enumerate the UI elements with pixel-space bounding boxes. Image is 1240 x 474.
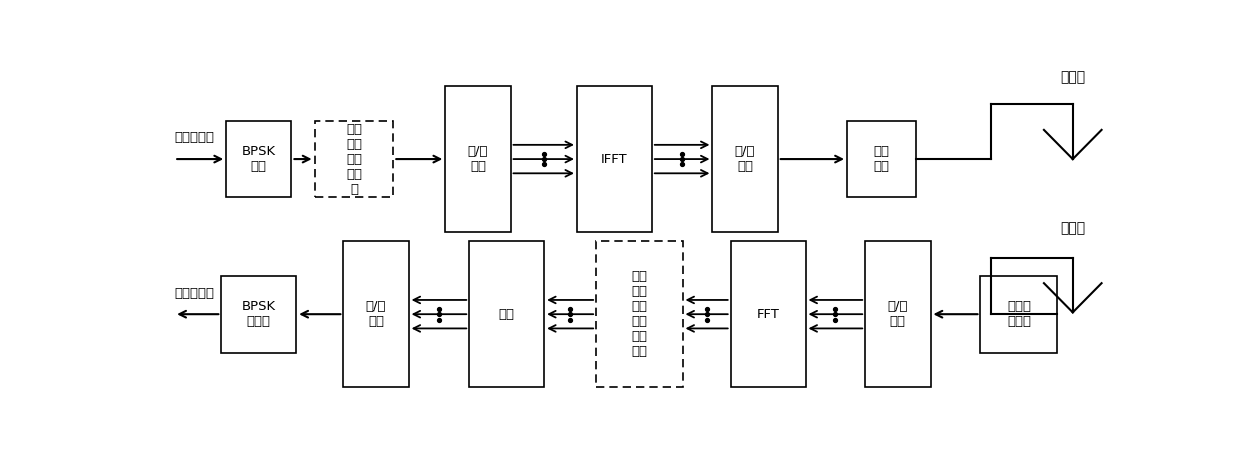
Text: 发射机: 发射机	[1060, 70, 1085, 84]
Text: 输入数据流: 输入数据流	[174, 131, 215, 145]
Text: 并/串
转换: 并/串 转换	[366, 300, 387, 328]
Bar	[315, 121, 393, 197]
Bar	[730, 241, 806, 387]
Text: IFFT: IFFT	[601, 153, 627, 165]
Bar	[847, 121, 916, 197]
Text: 输出数据流: 输出数据流	[174, 287, 215, 300]
Bar	[596, 241, 682, 387]
Bar	[445, 86, 511, 232]
Bar	[712, 86, 777, 232]
Text: 分组
三元
变换
和交
织: 分组 三元 变换 和交 织	[346, 123, 362, 196]
Text: 并/串
转换: 并/串 转换	[735, 145, 755, 173]
Text: BPSK
映射: BPSK 映射	[242, 145, 275, 173]
Bar	[226, 121, 291, 197]
Text: 逆交
织、
分组
和零
信号
定位: 逆交 织、 分组 和零 信号 定位	[631, 270, 647, 358]
Text: 均衡: 均衡	[498, 308, 515, 321]
Text: 循环
前缀: 循环 前缀	[873, 145, 889, 173]
Text: 移除循
环前缀: 移除循 环前缀	[1007, 300, 1030, 328]
Text: 接收机: 接收机	[1060, 221, 1085, 236]
Text: 串/并
转换: 串/并 转换	[888, 300, 908, 328]
Bar	[343, 241, 409, 387]
Bar	[866, 241, 930, 387]
Bar	[981, 276, 1058, 353]
Text: FFT: FFT	[756, 308, 780, 321]
Text: BPSK
解映射: BPSK 解映射	[242, 300, 275, 328]
Bar	[577, 86, 652, 232]
Bar	[221, 276, 296, 353]
Text: 串/并
转换: 串/并 转换	[467, 145, 489, 173]
Bar	[469, 241, 544, 387]
